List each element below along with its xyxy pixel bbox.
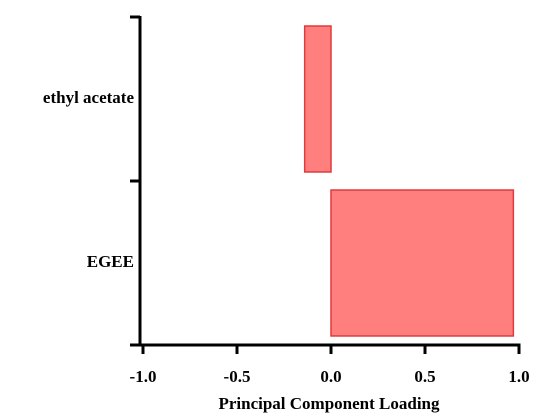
x-tick-label: 0.0 xyxy=(320,367,341,386)
x-tick-label: -0.5 xyxy=(224,367,251,386)
bar xyxy=(330,189,515,337)
x-tick-label: -1.0 xyxy=(130,367,157,386)
x-axis-title: Principal Component Loading xyxy=(218,394,440,413)
x-tick-label: 1.0 xyxy=(508,367,529,386)
y-tick-label: EGEE xyxy=(87,252,134,271)
x-tick-label: 0.5 xyxy=(414,367,435,386)
y-tick-label: ethyl acetate xyxy=(43,88,135,107)
bar xyxy=(303,25,332,173)
